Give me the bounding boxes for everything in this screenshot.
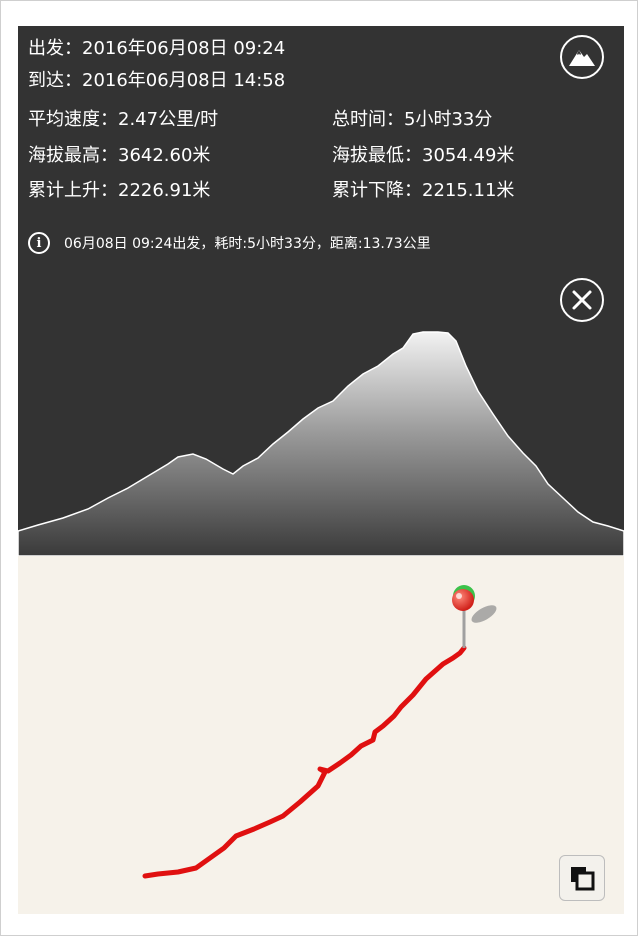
arrive-label: 到达： — [28, 70, 82, 91]
track-map[interactable] — [18, 556, 624, 914]
elevation-profile-chart — [18, 331, 624, 556]
total-time-value: 5小时33分 — [404, 109, 493, 130]
info-icon[interactable]: i — [28, 232, 50, 254]
close-button[interactable] — [560, 278, 604, 322]
track-summary: i 06月08日 09:24出发，耗时:5小时33分，距离:13.73公里 — [28, 231, 431, 255]
total-ascent-label: 累计上升： — [28, 180, 118, 201]
total-ascent-value: 2226.91米 — [118, 180, 211, 201]
pin-shadow — [471, 605, 497, 623]
close-icon — [572, 290, 592, 310]
avg-speed-label: 平均速度： — [28, 109, 118, 130]
max-altitude-label: 海拔最高： — [28, 145, 118, 166]
track-stats-panel: 出发：2016年06月08日 09:24 到达：2016年06月08日 14:5… — [18, 26, 624, 556]
min-altitude-label: 海拔最低： — [332, 145, 422, 166]
total-descent-value: 2215.11米 — [422, 180, 515, 201]
min-altitude-stat: 海拔最低：3054.49米 — [332, 145, 514, 167]
pin-highlight — [456, 593, 462, 599]
map-layers-button[interactable] — [559, 855, 605, 901]
route-track — [142, 585, 497, 879]
route-line — [142, 645, 467, 879]
summary-text: 06月08日 09:24出发，耗时:5小时33分，距离:13.73公里 — [64, 236, 431, 252]
total-descent-label: 累计下降： — [332, 180, 422, 201]
avg-speed-value: 2.47公里/时 — [118, 109, 219, 130]
total-time-label: 总时间： — [332, 109, 404, 130]
arrive-stat: 到达：2016年06月08日 14:58 — [28, 70, 285, 92]
layers-icon — [571, 867, 595, 891]
depart-label: 出发： — [28, 38, 82, 59]
terrain-toggle-button[interactable] — [560, 35, 604, 79]
depart-stat: 出发：2016年06月08日 09:24 — [28, 38, 285, 60]
total-time-stat: 总时间：5小时33分 — [332, 109, 492, 131]
arrive-value: 2016年06月08日 14:58 — [82, 70, 286, 91]
min-altitude-value: 3054.49米 — [422, 145, 515, 166]
total-descent-stat: 累计下降：2215.11米 — [332, 180, 514, 202]
pin-head[interactable] — [452, 589, 474, 611]
avg-speed-stat: 平均速度：2.47公里/时 — [28, 109, 218, 131]
max-altitude-value: 3642.60米 — [118, 145, 211, 166]
total-ascent-stat: 累计上升：2226.91米 — [28, 180, 210, 202]
max-altitude-stat: 海拔最高：3642.60米 — [28, 145, 210, 167]
mountain-icon — [569, 50, 595, 66]
depart-value: 2016年06月08日 09:24 — [82, 38, 286, 59]
elevation-area — [18, 331, 624, 556]
